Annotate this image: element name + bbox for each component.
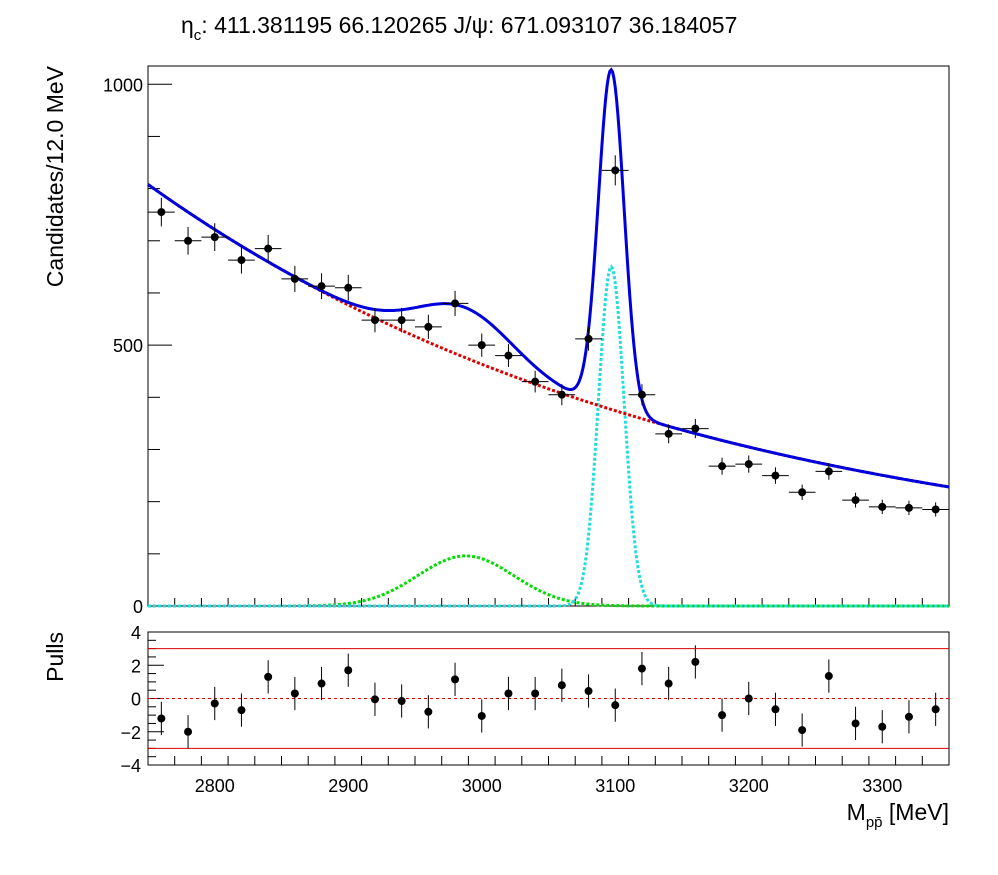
main-y-axis-label: Candidates/12.0 MeV	[42, 65, 68, 287]
data-point	[308, 273, 335, 300]
data-point	[762, 467, 789, 484]
main-axis-ticks: 0 500 1000	[103, 75, 950, 617]
data-point	[788, 484, 816, 500]
data-point	[495, 344, 522, 367]
pull-y-tick-label: 4	[131, 623, 141, 643]
pull-point	[424, 695, 433, 729]
pulls-panel: −4 −2 0 2 4 2800 2900 3000 3100 3200 3300 Pulls Mp…	[42, 623, 950, 831]
pull-point	[931, 692, 940, 726]
pull-point	[798, 713, 807, 747]
pull-point	[904, 700, 913, 734]
background-curve	[147, 183, 950, 489]
pull-point	[317, 666, 326, 701]
data-point	[708, 457, 736, 475]
data-point	[868, 499, 896, 515]
pull-point	[771, 692, 780, 726]
pull-point	[531, 676, 540, 711]
fit-curves	[147, 67, 950, 608]
data-point	[415, 314, 442, 339]
main-plot-panel: 0 500 1000 Candidates/12.0 MeV	[42, 65, 950, 617]
x-tick-label: 2900	[328, 776, 368, 796]
data-point	[682, 418, 709, 439]
pull-point	[157, 701, 166, 736]
pull-point	[637, 651, 646, 686]
data-point	[468, 333, 496, 357]
eta-c-signal-curve	[148, 554, 949, 608]
data-point	[735, 455, 763, 473]
pull-point	[237, 693, 246, 727]
pulls-axis-ticks: −4 −2 0 2 4 2800 2900 3000 3100 3200 3300	[120, 623, 950, 796]
x-axis-label-m: M	[847, 799, 866, 825]
x-axis-label-subscript: pp̄	[866, 814, 883, 831]
data-point	[842, 492, 869, 508]
data-point	[281, 265, 309, 292]
x-axis-label: Mpp̄ [MeV]	[847, 799, 949, 831]
pull-y-tick-label: −4	[120, 756, 141, 776]
pull-y-tick-label: 2	[131, 656, 141, 676]
data-point	[521, 370, 549, 393]
y-tick-label: 0	[133, 597, 143, 617]
x-tick-label: 3000	[462, 776, 502, 796]
data-point	[388, 307, 415, 333]
pull-points	[157, 645, 940, 749]
data-point	[655, 424, 682, 444]
title-eta-symbol: η	[181, 12, 194, 38]
data-point	[441, 290, 469, 316]
pull-point	[264, 660, 273, 694]
data-point	[228, 246, 255, 274]
pull-point	[370, 682, 379, 716]
pull-point	[477, 699, 486, 733]
pull-point	[504, 676, 513, 711]
x-tick-label: 3300	[862, 776, 902, 796]
x-tick-label: 3200	[729, 776, 769, 796]
pull-point	[210, 686, 219, 721]
pulls-y-axis-label: Pulls	[42, 632, 68, 682]
pull-point	[744, 681, 753, 716]
data-point	[174, 226, 202, 255]
pull-point	[397, 684, 406, 718]
pull-point	[851, 706, 860, 741]
data-point	[148, 197, 175, 227]
pull-point	[290, 676, 299, 711]
data-point	[601, 155, 629, 186]
pull-point	[824, 659, 833, 693]
data-point	[895, 500, 923, 516]
x-axis-label-unit: [MeV]	[883, 799, 949, 825]
title-eta-subscript: c	[194, 27, 202, 44]
data-point	[201, 223, 229, 252]
data-point	[922, 502, 949, 517]
jpsi-signal-curve	[148, 264, 949, 608]
pull-point	[584, 674, 593, 708]
x-tick-label: 2800	[195, 776, 235, 796]
data-point	[361, 307, 389, 333]
pull-point	[557, 668, 566, 702]
pull-point	[691, 645, 700, 679]
data-point	[548, 384, 576, 406]
pull-point	[611, 688, 620, 722]
pull-point	[344, 653, 353, 687]
data-point	[575, 327, 602, 351]
y-tick-label: 500	[113, 336, 143, 356]
pull-point	[718, 698, 727, 732]
chart-title: ηc: 411.381195 66.120265 J/ψ: 671.093107…	[181, 12, 737, 44]
pull-point	[878, 710, 887, 744]
y-tick-label: 1000	[103, 75, 143, 95]
data-points	[148, 155, 949, 517]
pull-y-tick-label: −2	[120, 723, 141, 743]
title-text: : 411.381195 66.120265 J/ψ: 671.093107 3…	[201, 12, 737, 38]
data-point	[815, 463, 843, 480]
pulls-reference-lines	[148, 648, 949, 749]
data-point	[628, 384, 656, 406]
total-fit-curve	[147, 67, 950, 489]
data-point	[254, 234, 282, 263]
pull-y-tick-label: 0	[131, 690, 141, 710]
main-plot-frame	[147, 65, 950, 607]
pull-point	[451, 662, 460, 697]
pull-point	[184, 715, 193, 749]
pull-point	[664, 666, 673, 701]
x-tick-label: 3100	[595, 776, 635, 796]
data-point	[334, 274, 362, 301]
